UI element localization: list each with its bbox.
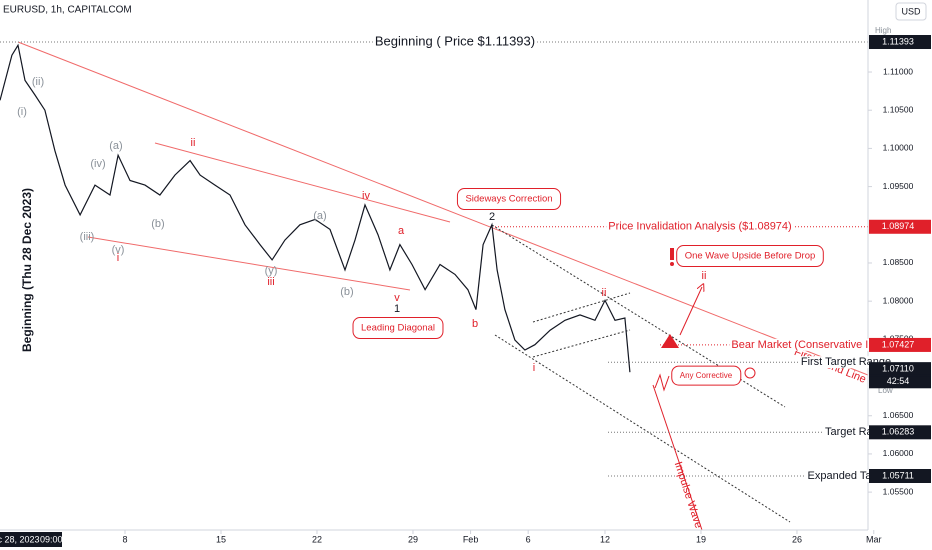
wave-label: i — [117, 252, 119, 264]
level-label: Beginning ( Price $1.11393) — [375, 33, 535, 48]
x-tick-label: Feb — [463, 534, 479, 544]
currency: USD — [901, 6, 921, 16]
arrow — [679, 287, 702, 336]
wave-label: (iii) — [80, 231, 95, 243]
price-tag — [869, 35, 931, 50]
start-date: Dec 28, 2023 — [0, 534, 40, 544]
wave-label: 2 — [489, 211, 495, 223]
x-tick-label: Mar — [866, 534, 882, 544]
channel-line — [494, 334, 791, 523]
channel-line — [491, 224, 786, 408]
level-label-bg — [606, 220, 794, 233]
note-box — [352, 317, 444, 340]
wave-label: (i) — [17, 106, 27, 118]
price-tag — [869, 468, 931, 483]
wave-label: v — [394, 292, 400, 304]
trend-line — [17, 41, 868, 376]
countdown-bg — [869, 376, 931, 388]
wave-label: 1 — [394, 303, 400, 315]
wave-label: (a) — [109, 140, 122, 152]
price-tag-label: 1.08974 — [882, 221, 915, 231]
price-line — [0, 43, 631, 373]
wave-label: (b) — [340, 286, 353, 298]
x-tick-label: 8 — [122, 534, 127, 544]
note-label: Sideways Correction — [465, 194, 552, 205]
x-tick-label: 15 — [216, 534, 226, 544]
zigzag — [654, 373, 670, 392]
rotated-label: Beginning (Thu 28 Dec 2023) — [20, 188, 34, 352]
level-label-bg — [729, 338, 897, 351]
bulb-icon — [744, 367, 756, 379]
wave-label: ii — [191, 137, 196, 149]
wave-label: (a) — [313, 210, 326, 222]
note-label: One Wave Upside Before Drop — [685, 251, 816, 262]
trend-line — [87, 236, 411, 291]
symbol: EURUSD, 1h, CAPITALCOM — [3, 5, 132, 16]
price-tag — [869, 337, 931, 352]
price-tag — [869, 425, 931, 440]
wave-label: (y) — [265, 265, 278, 277]
warning-icon — [661, 334, 679, 348]
high-label: High — [875, 26, 891, 35]
level-label: First Target Range — [801, 356, 891, 368]
wave-label: (ii) — [32, 76, 44, 88]
note-label: Leading Diagonal — [361, 323, 435, 334]
price-tag-label: 1.06283 — [882, 427, 915, 437]
x-tick-label: 29 — [408, 534, 418, 544]
low-label: Low — [878, 386, 893, 395]
y-tick-label: 1.11000 — [883, 66, 913, 76]
impulse-line — [652, 384, 703, 530]
currency-box — [895, 2, 927, 21]
price-tag-label: 1.07110 — [882, 364, 914, 374]
trend-line — [154, 142, 451, 223]
y-tick-label: 1.09500 — [883, 181, 914, 191]
note-box — [671, 365, 742, 386]
y-tick-label: 1.08000 — [883, 295, 914, 305]
wave-label: iii — [267, 276, 274, 288]
channel-line — [532, 292, 631, 323]
x-tick-label: 6 — [526, 534, 531, 544]
x-tick-label: 22 — [312, 534, 322, 544]
price-tag-label: 1.05711 — [882, 470, 914, 480]
level-label: Price Invalidation Analysis ($1.08974) — [608, 221, 791, 233]
y-tick-label: 1.10000 — [883, 143, 914, 153]
wave-label: (v) — [112, 244, 125, 256]
exclamation-icon — [670, 248, 674, 260]
x-tick-label: 12 — [600, 534, 610, 544]
price-tag — [869, 219, 931, 234]
wave-label: i — [533, 362, 535, 374]
start-tag — [0, 532, 62, 547]
channel-line — [532, 329, 631, 358]
price-tag-label: 1.07427 — [882, 339, 915, 349]
wave-label: b — [472, 318, 478, 330]
y-tick-label: 1.10500 — [883, 104, 914, 114]
level-label-bg — [372, 33, 538, 49]
wave-label: ii — [702, 270, 707, 282]
countdown: 42:54 — [887, 376, 910, 386]
x-tick-label: 19 — [696, 534, 706, 544]
price-tag-label: 1.11393 — [882, 36, 914, 46]
exclamation-dot — [670, 262, 674, 266]
wave-label: a — [398, 225, 405, 237]
start-time: 09:00 — [40, 534, 63, 544]
note-label: Any Corrective — [680, 371, 733, 380]
wave-label: iv — [362, 190, 370, 202]
y-tick-label: 1.05500 — [883, 486, 914, 496]
wave-label: (b) — [151, 218, 164, 230]
wave-label: (iv) — [90, 158, 105, 170]
rotated-label: Impulse Wave — [672, 460, 705, 530]
level-label: Bear Market (Conservative IDEA) — [731, 339, 894, 351]
price-axis-panel — [868, 0, 932, 550]
y-tick-label: 1.06500 — [883, 410, 914, 420]
x-tick-label: 26 — [792, 534, 802, 544]
price-tag — [869, 362, 931, 377]
y-tick-label: 1.08500 — [883, 257, 914, 267]
y-tick-label: 1.06000 — [883, 448, 914, 458]
wave-label: ii — [602, 287, 607, 299]
note-box — [676, 245, 824, 268]
note-box — [456, 188, 562, 211]
